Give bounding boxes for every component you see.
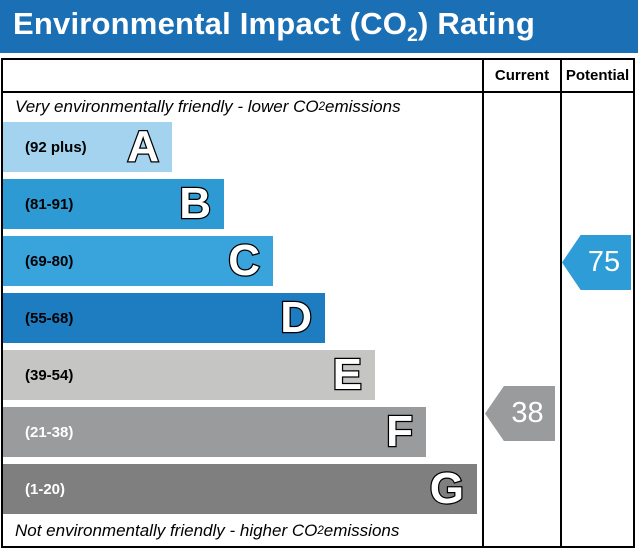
current-rating-arrow: 38 [485,386,555,441]
caption-top-co2-subscript: 2 [318,100,326,113]
band-letter: C [227,236,261,285]
band-letter: A [126,122,160,171]
potential-rating-value: 75 [587,246,621,278]
band-letter: E [331,350,363,399]
current-column-header: Current [494,67,550,84]
band-range-label: (69-80) [25,252,74,270]
band-b: (81-91) B [3,179,224,229]
band-f: (21-38) F [3,407,426,457]
chart-title-text: Environmental Impact (CO [13,5,408,41]
band-letter: B [178,179,212,228]
band-range-label: (39-54) [25,366,74,384]
caption-bottom-suffix: emissions [323,521,400,540]
chart-title-co2-subscript: 2 [407,24,418,46]
header-row-divider [3,91,633,93]
caption-very-friendly: Very environmentally friendly - lower CO… [3,93,482,120]
caption-top-text: Very environmentally friendly - lower CO [15,96,319,116]
band-range-label: (55-68) [25,309,74,327]
chart-title: Environmental Impact (CO2) Rating [13,8,535,45]
band-c: (69-80) C [3,236,273,286]
bands: (92 plus) A (81-91) B (69-80) C (55-68) … [3,122,482,521]
band-letter: F [385,407,414,456]
potential-rating-arrow: 75 [562,235,631,290]
rating-table: Current Potential Very environmentally f… [1,58,635,548]
current-column-divider [482,60,484,546]
band-a: (92 plus) A [3,122,172,172]
chart-title-bar: Environmental Impact (CO2) Rating [0,0,638,53]
caption-top-suffix: emissions [325,96,401,116]
caption-bottom-text: Not environmentally friendly - higher CO [15,521,318,540]
band-range-label: (21-38) [25,423,74,441]
caption-not-friendly: Not environmentally friendly - higher CO… [3,517,482,545]
band-letter: G [429,464,466,513]
chart-title-suffix: ) Rating [417,5,535,41]
band-g: (1-20) G [3,464,477,514]
band-range-label: (1-20) [25,480,66,498]
caption-bottom-co2-subscript: 2 [317,525,324,537]
band-range-label: (92 plus) [25,138,87,156]
band-d: (55-68) D [3,293,325,343]
potential-column-divider [560,60,562,546]
band-range-label: (81-91) [25,195,74,213]
current-rating-value: 38 [511,397,544,429]
band-letter: D [279,293,313,342]
band-e: (39-54) E [3,350,375,400]
potential-column-header: Potential [565,67,630,84]
